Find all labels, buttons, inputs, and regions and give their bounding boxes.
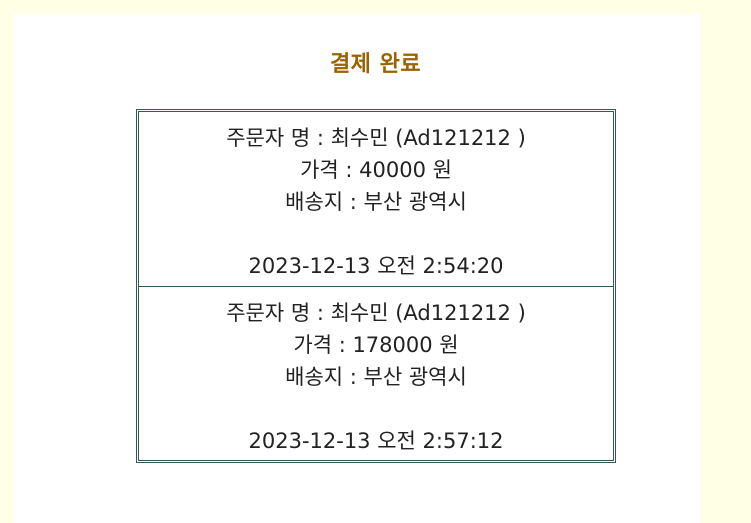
orderer-name: 주문자 명 : 최수민 (Ad121212 ) [226, 126, 526, 150]
shipping-address: 배송지 : 부산 광역시 [285, 190, 467, 214]
order-price: 가격 : 178000 원 [293, 333, 459, 357]
page-title: 결제 완료 [329, 52, 422, 77]
spacer [139, 393, 613, 425]
order-timestamp: 2023-12-13 오전 2:54:20 [248, 254, 504, 278]
spacer [139, 218, 613, 250]
orderer-name: 주문자 명 : 최수민 (Ad121212 ) [226, 301, 526, 325]
order-card: 주문자 명 : 최수민 (Ad121212 ) 가격 : 178000 원 배송… [139, 286, 613, 460]
shipping-address: 배송지 : 부산 광역시 [285, 365, 467, 389]
order-timestamp: 2023-12-13 오전 2:57:12 [248, 429, 504, 453]
content-panel [14, 14, 700, 523]
order-list: 주문자 명 : 최수민 (Ad121212 ) 가격 : 40000 원 배송지… [136, 109, 616, 463]
order-card: 주문자 명 : 최수민 (Ad121212 ) 가격 : 40000 원 배송지… [139, 112, 613, 286]
order-price: 가격 : 40000 원 [300, 158, 452, 182]
